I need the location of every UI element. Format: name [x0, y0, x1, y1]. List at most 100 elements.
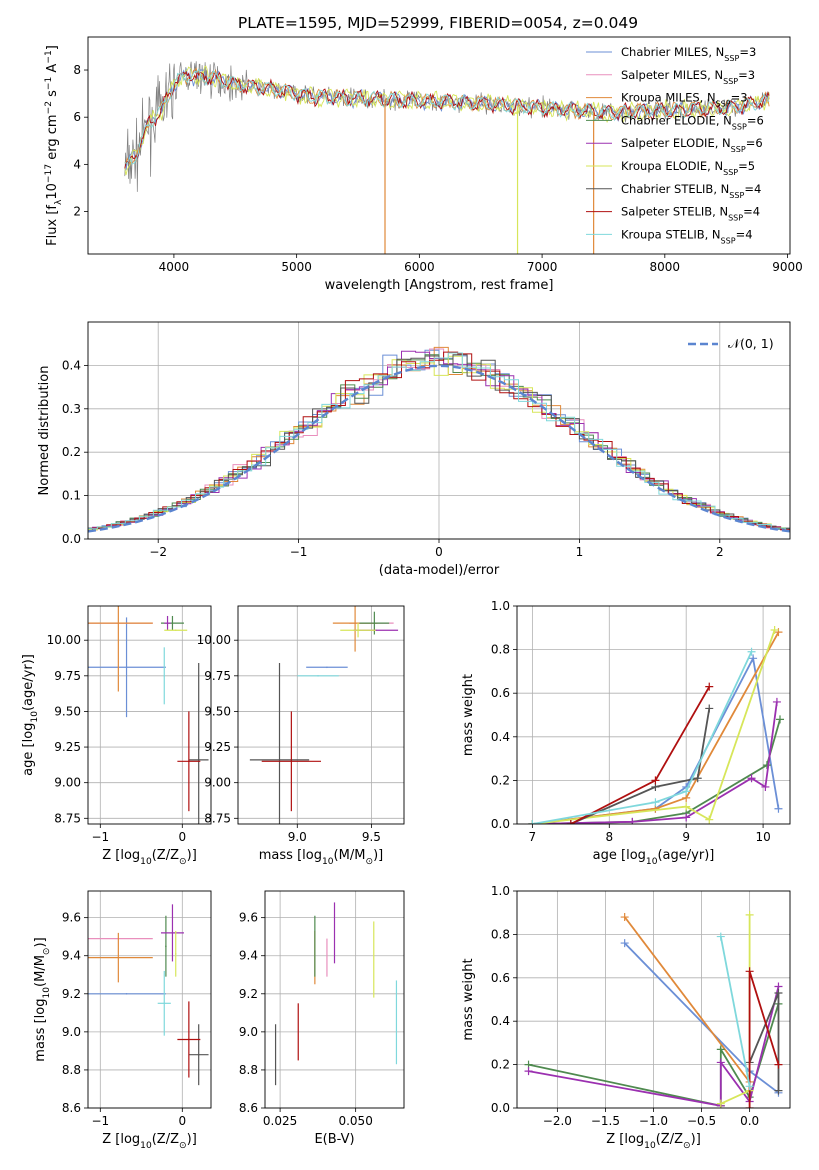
legend-label-6: Chabrier STELIB, NSSP=4	[621, 182, 761, 200]
y-tick-label: 1.0	[491, 884, 510, 898]
y-tick-label: 10.00	[47, 633, 81, 647]
axes-residuals: −2 −1 0 1 2 0.0 0.1 0.2 0.3 0.4 (data-model)/error…	[37, 321, 791, 578]
data-point	[188, 760, 190, 763]
x-tick-label: −1	[91, 830, 109, 844]
plot-area-weight-vs-z	[524, 910, 783, 1108]
weight-line-8	[532, 651, 753, 824]
weight-marker	[651, 776, 660, 785]
weight-line-2	[623, 916, 751, 1083]
y-tick-label: 0.2	[491, 773, 510, 787]
data-point	[125, 666, 128, 669]
legend-label-3: Chabrier ELODIE, NSSP=6	[621, 113, 764, 130]
y-tick-label: 0.0	[62, 532, 81, 546]
y-tick-label: 9.25	[54, 740, 81, 754]
x-tick-label: 0.0	[740, 1114, 759, 1128]
y-tick-label: 9.0	[239, 1025, 258, 1039]
plot-area-weight-vs-age	[528, 625, 785, 824]
weight-marker	[716, 1045, 725, 1054]
y-tick-label: 9.0	[62, 1025, 81, 1039]
y-tick-label: 0.0	[491, 817, 510, 831]
y-tick-label: 0.1	[62, 489, 81, 503]
x-tick-label: 9000	[772, 260, 803, 274]
x-axis-label: age [log10(age/yr)]	[593, 848, 715, 867]
weight-marker	[745, 910, 754, 919]
x-tick-label: 7000	[527, 260, 558, 274]
weight-marker	[745, 1104, 754, 1108]
y-tick-label: 8.8	[62, 1063, 81, 1077]
weight-marker	[528, 820, 537, 824]
x-axis-label: Z [log10(Z/Z⊙)]	[102, 1132, 197, 1151]
weight-marker	[745, 967, 754, 976]
axes-weight-vs-z: −2.0 −1.5 −1.0 −0.5 0.0 0.0 0.2 0.4 0.6 0.8 1.0 Z […	[461, 884, 791, 1151]
x-tick-label: 8000	[650, 260, 681, 274]
weight-marker	[774, 804, 783, 813]
y-tick-label: 0.6	[491, 971, 510, 985]
y-tick-label: 0.3	[62, 402, 81, 416]
data-point	[188, 1038, 190, 1041]
weight-marker	[620, 913, 629, 922]
x-tick-label: −1	[91, 1114, 109, 1128]
y-tick-label: 9.50	[54, 704, 81, 718]
weight-marker	[749, 654, 758, 663]
legend-label-7: Salpeter STELIB, NSSP=4	[621, 205, 760, 223]
weight-marker	[682, 787, 691, 796]
data-point	[125, 992, 128, 995]
model-spectrum-8	[124, 68, 770, 165]
y-tick-label: 9.2	[239, 987, 258, 1001]
weight-line-5	[532, 629, 776, 824]
data-point	[290, 760, 293, 763]
weight-marker	[774, 1060, 783, 1069]
legend-label-1: Salpeter MILES, NSSP=3	[621, 68, 755, 86]
data-point	[174, 629, 177, 632]
data-point	[197, 1053, 200, 1056]
x-tick-label: 9.0	[288, 830, 307, 844]
y-tick-label: 9.00	[204, 776, 231, 790]
data-point	[326, 666, 328, 669]
y-tick-label: 1.0	[491, 599, 510, 613]
y-tick-label: 0.8	[491, 927, 510, 941]
y-tick-label: 8.6	[62, 1101, 81, 1115]
legend-label-2: Kroupa MILES, NSSP=3	[621, 91, 748, 109]
plot-area-mass-vs-z	[88, 904, 209, 1086]
data-point	[163, 1002, 166, 1005]
histogram-8	[88, 352, 790, 531]
weight-marker	[762, 761, 771, 770]
x-axis-label: mass [log10(M/M⊙)]	[259, 848, 383, 867]
weight-marker	[716, 1058, 725, 1067]
weight-marker	[774, 628, 783, 637]
weight-marker	[745, 1082, 754, 1091]
x-tick-label: 9	[682, 830, 690, 844]
y-tick-label: 8.6	[239, 1101, 258, 1115]
y-tick-label: 2	[73, 205, 81, 219]
data-point	[317, 675, 319, 677]
x-tick-label: −1.5	[591, 1114, 620, 1128]
data-point	[117, 622, 120, 624]
data-point	[171, 932, 174, 934]
y-tick-label: 9.50	[204, 704, 231, 718]
legend: Chabrier MILES, NSSP=3 Salpeter MILES, NS…	[586, 45, 764, 245]
plot-area-residuals	[88, 346, 790, 533]
x-tick-label: −2.0	[543, 1114, 572, 1128]
x-tick-label: 9.5	[362, 830, 381, 844]
legend-label-4: Salpeter ELODIE, NSSP=6	[621, 136, 763, 154]
x-tick-label: 6000	[404, 260, 435, 274]
weight-marker	[705, 704, 714, 713]
weight-marker	[747, 647, 756, 656]
data-point	[117, 956, 120, 959]
axes-mass-vs-z: −1 0 8.6 8.8 9.0 9.2 9.4 9.6 Z [log10(Z/Z⊙)] mass…	[33, 890, 212, 1151]
y-tick-label: 8.75	[204, 811, 231, 825]
y-tick-label: 9.4	[62, 949, 81, 963]
axes-frame	[87, 321, 791, 540]
data-point	[278, 759, 281, 761]
x-tick-label: 0.050	[338, 1114, 372, 1128]
axes-age-vs-z: −1 0 8.75 9.00 9.25 9.50 9.75 10.00 Z [log10(Z/Z…	[21, 605, 212, 867]
y-axis-label: mass weight	[461, 958, 476, 1040]
weight-marker	[682, 813, 691, 822]
data-point	[165, 945, 167, 948]
x-tick-label: 0	[435, 545, 443, 559]
y-tick-label: 0.4	[62, 358, 81, 372]
x-tick-label: 1	[576, 545, 584, 559]
axes-weight-vs-age: 7 8 9 10 0.0 0.2 0.4 0.6 0.8 1.0 age [log10(age/yr…	[461, 599, 791, 867]
x-tick-label: −1.0	[639, 1114, 668, 1128]
weight-marker	[620, 939, 629, 948]
